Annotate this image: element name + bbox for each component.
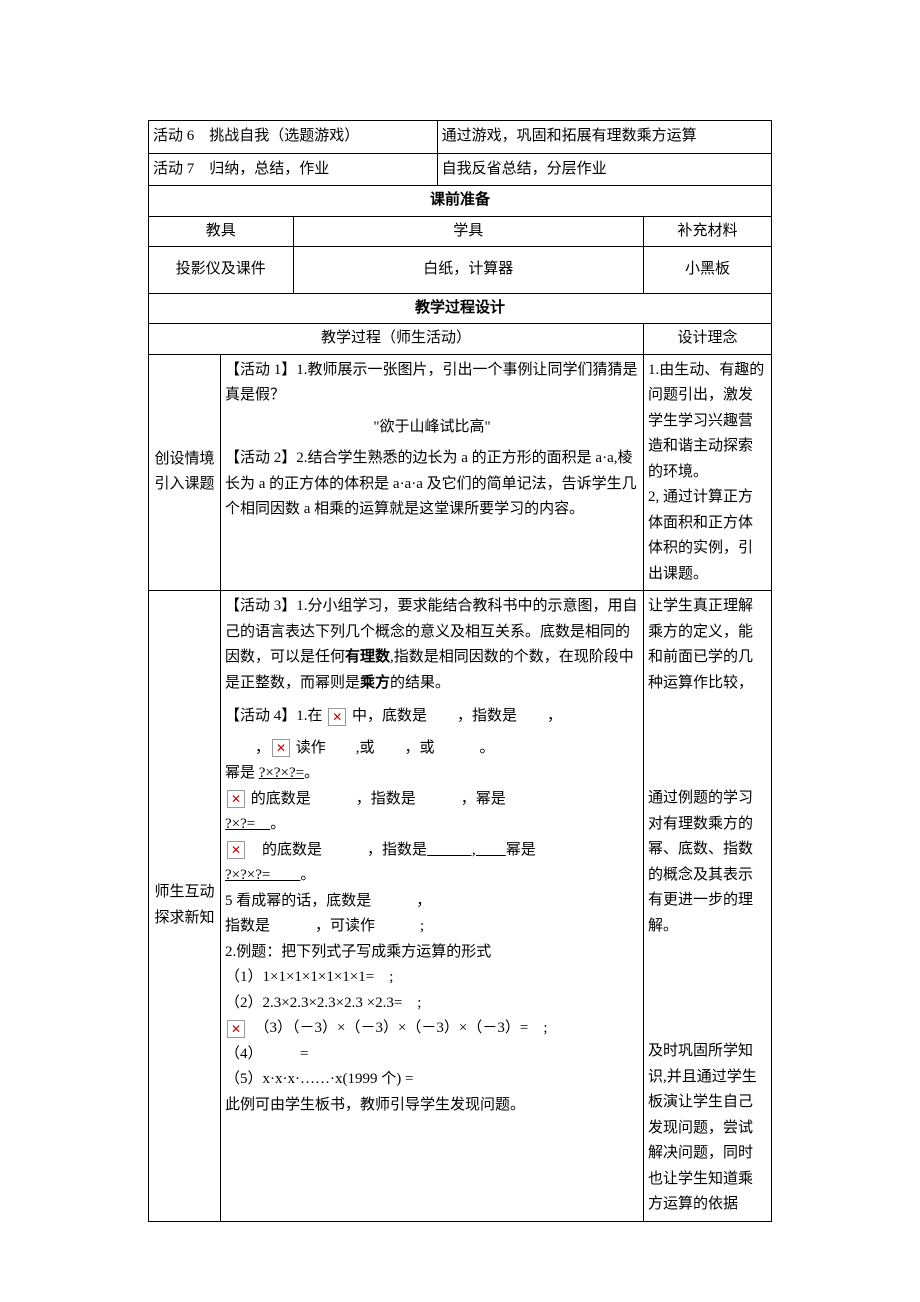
act4-f-line: ✕ 的底数是 ，指数是 , 幂是 ?×?×?= 。 [225, 838, 639, 889]
intro-row: 创设情境 引入课题 【活动 1】1.教师展示一张图片，引出一个事例让同学们猜猜是… [149, 354, 772, 591]
act4-d-line: 幂是 ?×?×?=。 [225, 761, 639, 787]
prep-col2-value: 白纸，计算器 [293, 247, 643, 294]
broken-image-icon: ✕ [328, 708, 346, 726]
prep-col3-value: 小黑板 [643, 247, 771, 294]
ex-title: 2.例题：把下列式子写成乘方运算的形式 [225, 940, 639, 966]
act3-block: 【活动 3】1.分小组学习，要求能结合教科书中的示意图，用自己的语言表达下列几个… [225, 594, 639, 696]
act4-f2: 幂是 [506, 842, 536, 858]
activity-7-right: 自我反省总结，分层作业 [437, 153, 771, 186]
broken-image-icon: ✕ [227, 790, 245, 808]
prep-col3-header: 补充材料 [643, 216, 771, 247]
act4-e-line: ✕ 的底数是 ，指数是 ，幂是 ?×?= 。 [225, 787, 639, 838]
intro-rationale-1: 1.由生动、有趣的问题引出，激发学生学习兴趣营造和谐主动探索的环境。 [648, 358, 767, 486]
ex-1: （1）1×1×1×1×1×1×1= ; [225, 965, 639, 991]
activity-row-6: 活动 6 挑战自我（选题游戏） 通过游戏，巩固和拓展有理数乘方运算 [149, 121, 772, 154]
prep-title: 课前准备 [149, 186, 772, 217]
broken-image-icon: ✕ [272, 739, 290, 757]
act1-quote: "欲于山峰试比高" [225, 415, 639, 441]
process-title: 教学过程设计 [149, 293, 772, 324]
intro-rationale-2: 2, 通过计算正方体面积和正方体体积的实例，引出课题。 [648, 485, 767, 587]
ex-2: （2）2.3×2.3×2.3×2.3 ×2.3= ; [225, 991, 639, 1017]
act4-block: 【活动 4】1.在 ✕ 中，底数是 ，指数是 ， ，✕ 读作 ,或 ，或 。 幂… [225, 704, 639, 940]
broken-image-icon: ✕ [227, 841, 245, 859]
process-header-row: 教学过程（师生活动） 设计理念 [149, 324, 772, 355]
act3-bold1: 有理数 [345, 649, 390, 665]
intro-content: 【活动 1】1.教师展示一张图片，引出一个事例让同学们猜猜是真是假？ "欲于山峰… [221, 354, 644, 591]
activity-7-left: 活动 7 归纳，总结，作业 [149, 153, 438, 186]
interact-label: 师生互动 探求新知 [149, 591, 221, 1222]
ex-3-line: ✕ （3）（－3）×（－3）×（－3）×（－3）= ; [225, 1016, 639, 1042]
act4-f3: 。 [300, 867, 315, 883]
prep-col1-value: 投影仪及课件 [149, 247, 294, 294]
ex-note: 此例可由学生板书，教师引导学生发现问题。 [225, 1093, 639, 1119]
ex-5: （5）x·x·x·……·x(1999 个) = [225, 1067, 639, 1093]
act3-bold2: 乘方 [360, 675, 390, 691]
prep-values-row: 投影仪及课件 白纸，计算器 小黑板 [149, 247, 772, 294]
intro-label: 创设情境 引入课题 [149, 354, 221, 591]
intro-rationale: 1.由生动、有趣的问题引出，激发学生学习兴趣营造和谐主动探索的环境。 2, 通过… [644, 354, 772, 591]
act4-e-u1: ?×?= [225, 816, 270, 832]
prep-col1-header: 教具 [149, 216, 294, 247]
ex-3: （3）（－3）×（－3）×（－3）×（－3）= ; [262, 1020, 548, 1036]
activity-row-7: 活动 7 归纳，总结，作业 自我反省总结，分层作业 [149, 153, 772, 186]
process-col-rationale: 设计理念 [644, 324, 772, 355]
process-col-activity: 教学过程（师生活动） [149, 324, 644, 355]
interact-r1: 让学生真正理解乘方的定义，能和前面已学的几种运算作比较， [648, 594, 767, 696]
act4-h: 指数是 ，可读作 ; [225, 914, 639, 940]
interact-label-l2: 探求新知 [153, 906, 216, 932]
act4-g: 5 看成幂的话，底数是 ， [225, 889, 639, 915]
act3-prefix: 【活动 3】 [225, 598, 296, 614]
act4-d2: 。 [304, 765, 319, 781]
act4-b: 中，底数是 ，指数是 ， [348, 708, 562, 724]
act4-c: 读作 ,或 ，或 。 [292, 740, 495, 756]
intro-label-l1: 创设情境 [153, 447, 216, 473]
act4-e2: 。 [270, 816, 285, 832]
act4-d-u: ?×?×?= [259, 765, 304, 781]
act2-prefix: 【活动 2】 [225, 450, 296, 466]
lesson-plan-table: 活动 6 挑战自我（选题游戏） 通过游戏，巩固和拓展有理数乘方运算 活动 7 归… [148, 120, 772, 1222]
example-block: 2.例题：把下列式子写成乘方运算的形式 （1）1×1×1×1×1×1×1= ; … [225, 940, 639, 1119]
act4-d: 幂是 [225, 765, 259, 781]
broken-image-icon: ✕ [227, 1020, 245, 1038]
act4-f-u2: ?×?×?= [225, 867, 300, 883]
intro-label-l2: 引入课题 [153, 472, 216, 498]
interact-r3: 及时巩固所学知识,并且通过学生板演让学生自己发现问题，尝试解决问题，同时也让学生… [648, 1039, 767, 1218]
act1-prefix: 【活动 1】 [225, 362, 296, 378]
interact-content: 【活动 3】1.分小组学习，要求能结合教科书中的示意图，用自己的语言表达下列几个… [221, 591, 644, 1222]
interact-r2: 通过例题的学习对有理数乘方的幂、底数、指数的概念及其表示有更进一步的理解。 [648, 786, 767, 939]
prep-header-row: 教具 学具 补充材料 [149, 216, 772, 247]
activity-6-right: 通过游戏，巩固和拓展有理数乘方运算 [437, 121, 771, 154]
interact-label-l1: 师生互动 [153, 880, 216, 906]
interact-row: 师生互动 探求新知 【活动 3】1.分小组学习，要求能结合教科书中的示意图，用自… [149, 591, 772, 1222]
act4-e: 的底数是 ，指数是 ，幂是 [251, 791, 506, 807]
act4-f-u: , [427, 842, 506, 858]
act3-c: 的结果。 [390, 675, 450, 691]
activity-6-left: 活动 6 挑战自我（选题游戏） [149, 121, 438, 154]
interact-rationale: 让学生真正理解乘方的定义，能和前面已学的几种运算作比较， 通过例题的学习对有理数… [644, 591, 772, 1222]
ex-4: （4） = [225, 1042, 639, 1068]
prep-title-row: 课前准备 [149, 186, 772, 217]
prep-col2-header: 学具 [293, 216, 643, 247]
act4-prefix: 【活动 4】 [225, 708, 296, 724]
process-title-row: 教学过程设计 [149, 293, 772, 324]
act4-f: 的底数是 ，指数是 [262, 842, 427, 858]
act4-a: 1.在 [296, 708, 326, 724]
